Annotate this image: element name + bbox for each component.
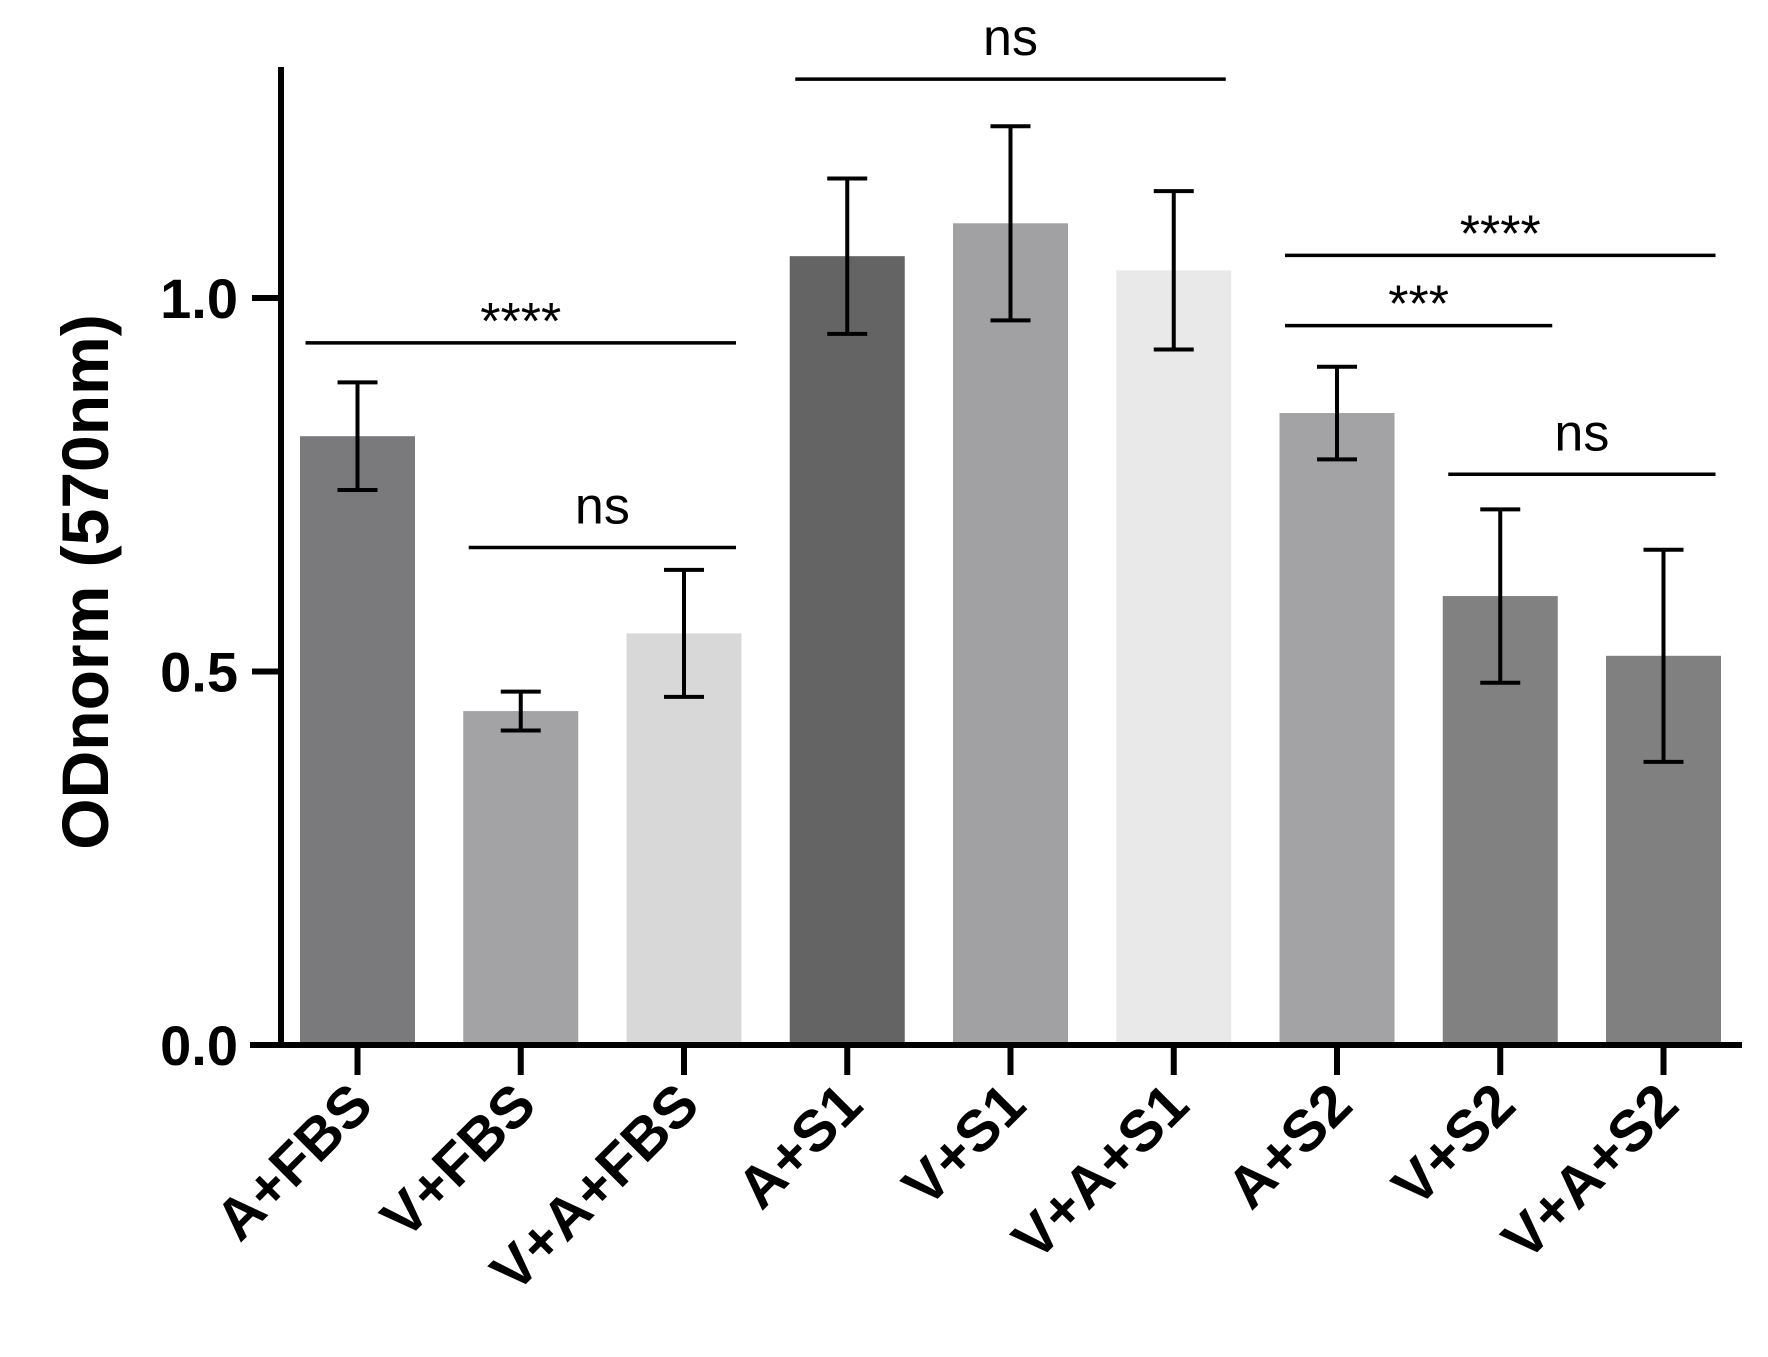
x-tick-label: A+FBS [203, 1071, 385, 1253]
bars-group [300, 223, 1721, 1046]
significance-label: ns [983, 9, 1038, 67]
error-bar-V+FBS [500, 689, 541, 733]
significance-label: ns [575, 477, 630, 535]
error-bar-V+S2 [1480, 507, 1521, 685]
error-bar-V+A+S2 [1643, 547, 1684, 764]
significance-label: ns [1554, 404, 1609, 462]
x-tick-label: A+S1 [725, 1071, 875, 1221]
x-tick-label: V+A+S1 [1000, 1071, 1201, 1272]
bar-A+S2 [1279, 413, 1395, 1046]
x-tick-label: V+A+S2 [1490, 1071, 1691, 1272]
error-bar-V+A+FBS [664, 567, 704, 699]
x-tick-label: V+S2 [1380, 1071, 1527, 1218]
bar-V+A+S1 [1116, 270, 1232, 1046]
error-bar-V+S1 [990, 124, 1031, 323]
y-tick-label: 0.0 [160, 1014, 238, 1077]
error-bar-V+A+S1 [1153, 189, 1194, 352]
bar-A+S1 [789, 256, 905, 1046]
error-bar-A+S2 [1317, 364, 1357, 462]
x-tick-label: A+S2 [1214, 1071, 1364, 1221]
error-bar-A+FBS [337, 380, 378, 492]
significance-label: **** [1460, 205, 1541, 263]
error-bars-group [337, 124, 1684, 764]
y-tick-label: 0.5 [160, 641, 238, 704]
y-tick-label: 1.0 [160, 267, 238, 330]
significance-label: **** [480, 293, 561, 351]
bar-A+FBS [300, 436, 415, 1045]
bar-V+A+FBS [626, 633, 742, 1045]
significance-label: *** [1388, 276, 1449, 334]
x-tick-label: V+S1 [890, 1071, 1037, 1218]
error-bar-A+S1 [827, 176, 868, 336]
bar-V+FBS [463, 711, 579, 1045]
y-ticks-group: 0.0 0.5 1.0 [160, 267, 281, 1077]
y-axis-label: ODnorm (570nm) [48, 314, 122, 849]
bar-V+S1 [953, 223, 1068, 1046]
